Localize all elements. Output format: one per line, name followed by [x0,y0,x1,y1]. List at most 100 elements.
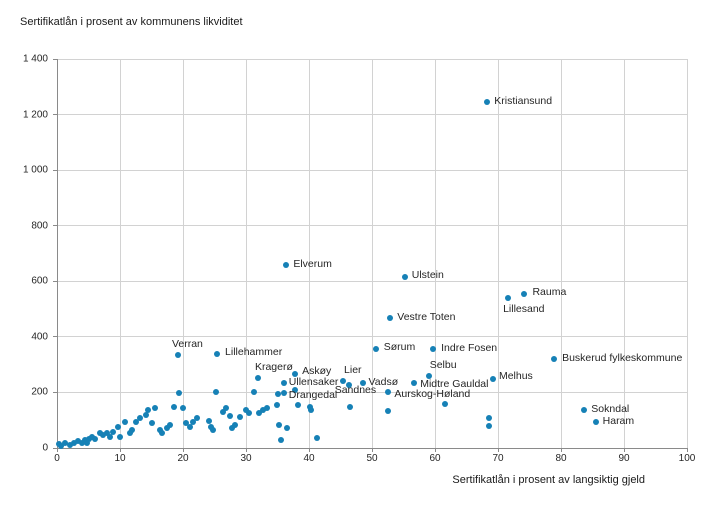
point-label: Sørum [383,340,416,353]
point-label: Rauma [532,285,567,298]
x-tick-label: 0 [54,453,60,464]
x-tick-label: 80 [555,453,567,464]
gridline [182,59,184,448]
gridline [560,59,562,448]
x-tick [119,448,121,452]
y-axis [56,59,58,448]
data-point-labeled [174,351,181,358]
data-point [148,420,155,427]
data-point-labeled [280,389,287,396]
data-point [57,443,64,450]
data-point [106,433,113,440]
data-point [180,405,186,412]
data-point [346,404,353,411]
gridline [497,59,499,448]
data-point [110,428,117,435]
data-point-labeled [581,406,588,413]
data-point-labeled [372,345,379,352]
data-point [255,410,262,417]
y-tick-label: 400 [31,331,48,343]
data-point-labeled [425,373,432,380]
data-point [66,441,73,448]
x-axis-title: Sertifikatlån i prosent av langsiktig gj… [452,474,645,486]
x-tick [245,448,247,452]
data-point [190,418,197,425]
point-label: Midtre Gauldal [420,377,489,390]
data-point [273,401,280,408]
point-label: Kragerø [254,361,293,374]
data-point-labeled [401,273,408,280]
data-point [143,411,150,418]
x-tick [434,448,436,452]
point-label: Sandnes [334,383,377,396]
x-tick-label: 60 [429,453,441,464]
point-label: Ullensaker [288,376,339,389]
data-point [313,435,320,442]
point-label: Haram [602,414,635,427]
data-point [205,418,212,425]
data-point-labeled [505,295,512,302]
point-label: Askøy [302,365,332,378]
y-tick-label: 1 000 [22,164,48,176]
gridline [308,59,310,448]
point-label: Aurskog-Høland [394,387,471,400]
data-point [220,408,227,415]
data-point-labeled [345,381,352,388]
data-point-labeled [292,371,299,378]
y-tick-label: 0 [42,442,48,454]
data-point-labeled [340,378,347,385]
data-point [223,405,230,412]
y-tick-label: 600 [31,275,48,287]
data-point [99,431,106,438]
data-point-labeled [411,379,418,386]
point-label: Vestre Toten [397,310,456,323]
point-label: Verran [171,337,203,350]
data-point [232,421,239,428]
data-point [91,436,98,443]
gridline [686,59,688,448]
y-tick [53,336,57,338]
data-point [193,415,200,422]
data-point [176,389,183,396]
data-point [137,415,144,422]
data-point [292,386,299,393]
data-point [212,388,219,395]
point-label: Selbu [429,359,457,372]
data-point-labeled [359,379,366,386]
data-point [307,403,314,410]
x-tick-label: 90 [618,453,630,464]
data-point [283,425,290,432]
x-tick [56,448,58,452]
data-point-labeled [214,351,221,358]
x-tick [623,448,625,452]
data-point [245,410,252,417]
point-label: Sokndal [591,402,630,415]
data-point [275,391,282,398]
x-tick-label: 40 [303,453,315,464]
data-point [170,403,177,410]
y-tick [53,447,57,449]
data-point [96,430,103,437]
data-point [263,405,270,412]
data-point [122,418,129,425]
y-tick [53,58,57,60]
data-point-labeled [385,388,392,395]
data-point [62,440,69,447]
y-tick [53,391,57,393]
data-point-labeled [387,314,394,321]
point-label: Drangedal [288,388,338,401]
data-point-labeled [489,376,496,383]
data-point [485,415,492,422]
data-point [295,401,302,408]
y-tick-label: 800 [31,220,48,232]
data-point [145,406,152,413]
x-tick-label: 30 [240,453,252,464]
x-tick [308,448,310,452]
gridline [623,59,625,448]
data-point [227,412,234,419]
data-point [152,405,159,412]
data-point [275,421,282,428]
data-point-labeled [592,418,599,425]
